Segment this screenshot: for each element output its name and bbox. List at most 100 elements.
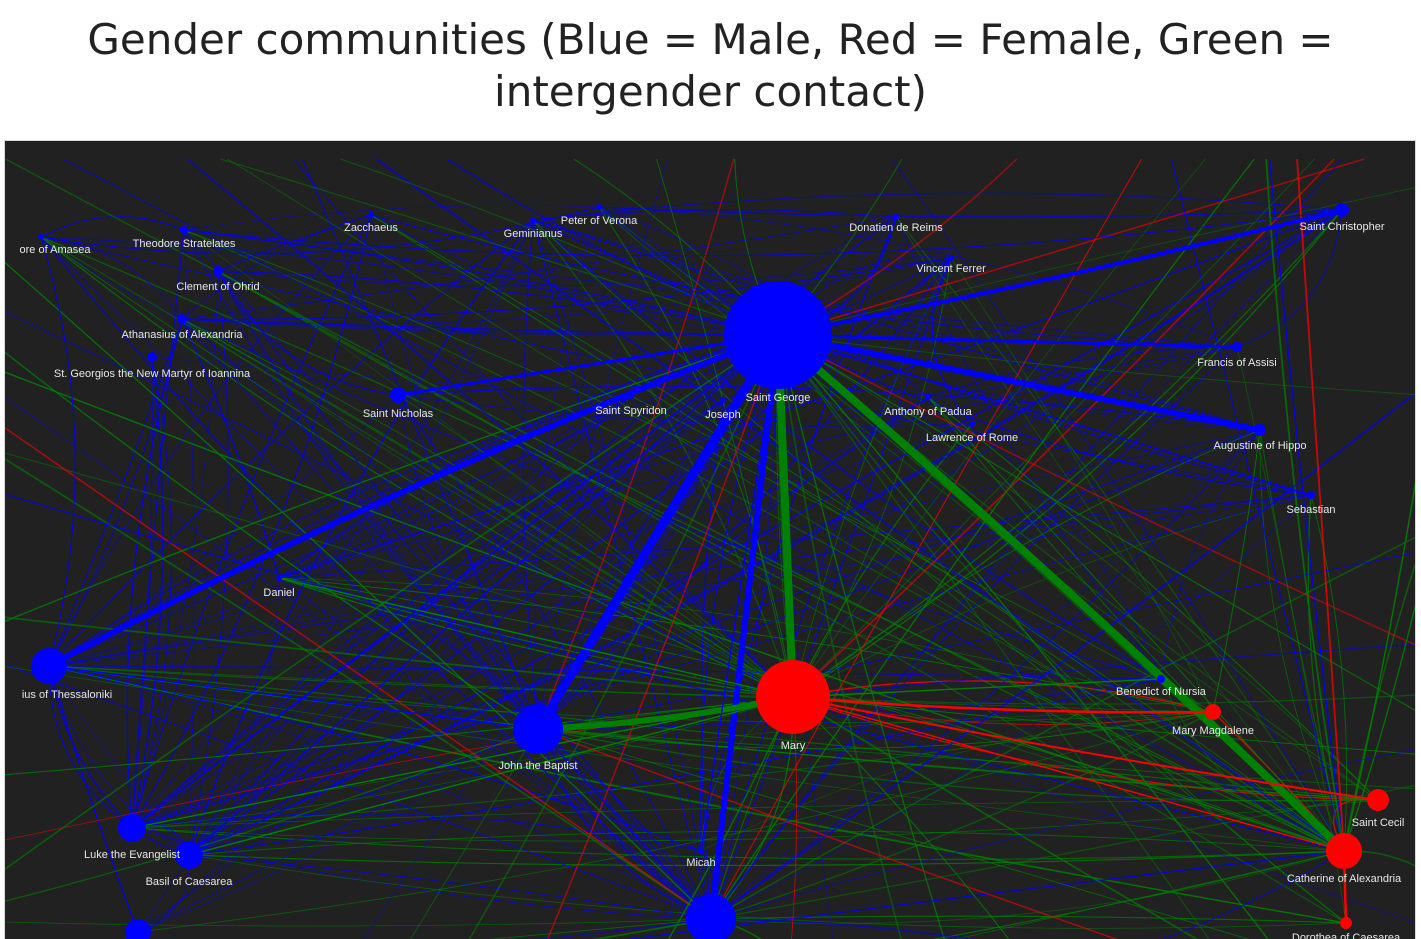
background-edge: [710, 334, 779, 920]
background-edge: [137, 219, 534, 933]
offscreen-edge: [792, 158, 1335, 698]
node-daniel[interactable]: [276, 575, 282, 581]
edge-luke-george: [131, 334, 779, 829]
node-lawrence[interactable]: [969, 421, 975, 427]
node-basil[interactable]: [175, 841, 203, 869]
node-christopher[interactable]: [1335, 203, 1349, 217]
node-label-dorothea: Dorothea of Caesarea: [1292, 932, 1401, 939]
background-edge: [217, 214, 372, 272]
background-edge: [278, 577, 794, 698]
node-sebastian[interactable]: [1307, 491, 1315, 499]
background-edge: [397, 394, 539, 730]
offscreen-edge: [710, 158, 1143, 920]
node-georgios[interactable]: [147, 352, 157, 362]
offscreen-edge: [1343, 481, 1415, 852]
offscreen-edge: [537, 728, 1118, 939]
edge-george-demetrius: [46, 332, 781, 669]
offscreen-edge: [792, 696, 1415, 755]
offscreen-edge: [710, 536, 1415, 920]
node-anthony[interactable]: [925, 394, 931, 400]
edge-george-bottomblue: [708, 332, 781, 922]
node-luke[interactable]: [118, 814, 146, 842]
offscreen-edge: [535, 918, 712, 939]
background-edge: [188, 850, 1345, 867]
edge-george-francis: [776, 333, 1239, 349]
background-edge: [278, 577, 539, 730]
background-edge: [537, 399, 724, 730]
node-zacchaeus[interactable]: [368, 212, 374, 218]
node-joseph[interactable]: [720, 397, 726, 403]
node-francis[interactable]: [1232, 342, 1242, 352]
offscreen-edge: [710, 158, 1255, 920]
network-graph-panel[interactable]: Saint George Mary John the Baptist ius of T…: [4, 140, 1416, 939]
node-george[interactable]: [724, 281, 832, 389]
node-augustine[interactable]: [1254, 424, 1266, 436]
offscreen-edge: [5, 664, 712, 920]
offscreen-edge: [792, 694, 1415, 705]
background-edge: [188, 399, 724, 856]
node-spyridon[interactable]: [628, 393, 634, 399]
background-edge: [48, 665, 1347, 924]
node-label-athanasius: Athanasius of Alexandria: [121, 329, 243, 341]
node-cecilia[interactable]: [1367, 789, 1389, 811]
node-micah[interactable]: [698, 848, 704, 854]
node-nicholas[interactable]: [390, 387, 406, 403]
background-edge: [48, 665, 133, 829]
node-peter[interactable]: [596, 204, 602, 210]
edge-mary-cecilia: [792, 696, 1379, 801]
node-mary[interactable]: [756, 660, 830, 734]
node-label-clement: Clement of Ohrid: [176, 281, 259, 293]
offscreen-edge: [537, 158, 735, 730]
background-edge: [532, 219, 1261, 431]
background-edge: [131, 494, 1312, 829]
offscreen-edge: [1296, 158, 1345, 852]
node-catherine[interactable]: [1326, 833, 1362, 869]
node-theodore[interactable]: [180, 226, 188, 234]
node-geminianus[interactable]: [530, 217, 536, 223]
background-edge: [131, 334, 779, 829]
background-edge: [183, 205, 600, 231]
background-edge: [131, 827, 1345, 860]
background-edge: [183, 209, 1343, 257]
background-edge: [1160, 678, 1345, 852]
background-edge: [48, 395, 632, 667]
offscreen-edge: [5, 397, 712, 920]
offscreen-edge: [363, 334, 779, 939]
node-john[interactable]: [513, 704, 563, 754]
node-label-micah: Micah: [686, 857, 715, 869]
node-athanasius[interactable]: [177, 314, 187, 324]
node-label-daniel: Daniel: [263, 587, 294, 599]
node-label-benedict: Benedict of Nursia: [1116, 686, 1207, 698]
background-edge: [217, 270, 399, 396]
node-dorothea[interactable]: [1340, 917, 1352, 929]
background-edge: [278, 346, 1238, 579]
node-benedict[interactable]: [1157, 675, 1165, 683]
background-edge: [40, 236, 794, 698]
node-amasea[interactable]: [38, 234, 44, 240]
background-edge: [48, 665, 794, 698]
background-edge: [188, 854, 712, 920]
background-edge: [278, 577, 1214, 713]
node-bottomleft[interactable]: [125, 919, 151, 939]
network-graph[interactable]: Saint George Mary John the Baptist ius of T…: [5, 141, 1416, 939]
offscreen-edge: [301, 158, 539, 730]
node-magdalene[interactable]: [1205, 704, 1221, 720]
background-edge: [48, 318, 183, 667]
offscreen-edge: [792, 696, 1199, 939]
node-clement[interactable]: [213, 266, 223, 276]
background-edge: [532, 219, 794, 698]
background-edge: [278, 395, 632, 579]
node-bottomblue[interactable]: [686, 894, 736, 939]
background-edge: [1212, 429, 1261, 713]
offscreen-edge: [186, 158, 794, 698]
node-vincent[interactable]: [948, 255, 954, 261]
edge-sebastian-george: [777, 334, 1312, 496]
background-edge: [522, 219, 539, 730]
offscreen-edge: [62, 158, 1345, 852]
background-edge: [397, 385, 1261, 431]
offscreen-edge: [626, 850, 1345, 939]
background-edge: [48, 665, 133, 829]
node-demetrius[interactable]: [31, 648, 67, 684]
node-label-theodore: Theodore Stratelates: [133, 238, 236, 250]
node-donatien[interactable]: [893, 214, 899, 220]
